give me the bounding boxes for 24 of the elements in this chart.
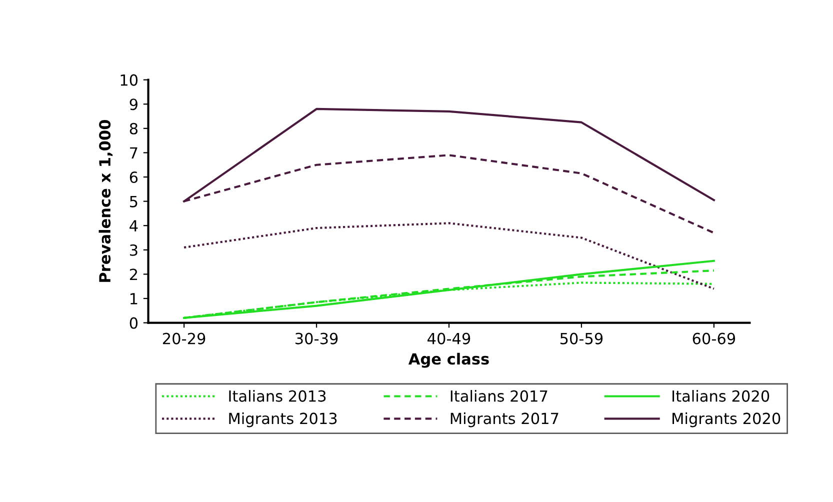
x-tick-label: 20-29	[162, 332, 206, 344]
legend-label: Italians 2013	[229, 390, 326, 402]
x-tick-label: 50-59	[560, 332, 603, 344]
y-axis-title: Prevalence x 1,000	[98, 120, 113, 282]
x-tick-label: 60-69	[692, 332, 736, 344]
y-tick-label: 0	[130, 317, 138, 329]
x-tick-label: 30-39	[295, 332, 338, 344]
legend-label: Italians 2020	[672, 390, 770, 402]
x-tick-label: 40-49	[428, 332, 470, 344]
legend-label: Migrants 2013	[229, 412, 337, 428]
y-tick-label: 3	[130, 244, 138, 256]
y-tick-label: 10	[120, 74, 138, 86]
y-tick-label: 1	[130, 293, 138, 304]
y-tick-label: 7	[130, 147, 138, 159]
y-tick-label: 6	[130, 171, 138, 184]
y-tick-label: 9	[130, 98, 138, 110]
legend-label: Italians 2017	[450, 390, 548, 402]
x-axis-title: Age class	[408, 352, 489, 368]
y-tick-label: 8	[130, 122, 138, 134]
legend-label: Migrants 2017	[450, 412, 558, 428]
y-tick-label: 4	[130, 220, 138, 232]
legend-label: Migrants 2020	[672, 412, 780, 428]
y-tick-label: 5	[130, 196, 138, 208]
y-tick-label: 2	[130, 268, 138, 280]
